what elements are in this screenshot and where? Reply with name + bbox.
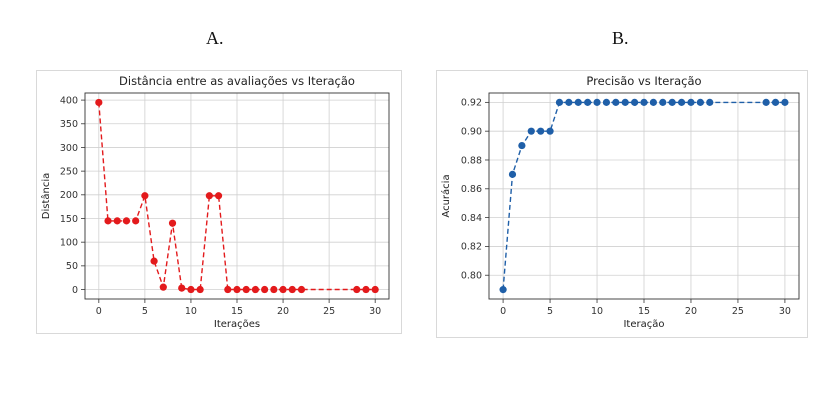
1-data-point bbox=[631, 98, 639, 106]
1-data-point bbox=[546, 127, 554, 135]
1-y-tick-label: 0.80 bbox=[461, 271, 482, 282]
1-data-point bbox=[602, 98, 611, 106]
0-data-point bbox=[233, 285, 241, 294]
1-data-point bbox=[527, 127, 535, 135]
1-data-point bbox=[781, 98, 789, 106]
1-data-point bbox=[649, 98, 657, 106]
1-x-tick-label: 30 bbox=[779, 306, 791, 317]
0-data-point bbox=[251, 285, 260, 294]
0-data-point bbox=[205, 192, 213, 200]
0-x-axis-label: Iterações bbox=[214, 319, 260, 330]
1-y-axis-label: Acurácia bbox=[440, 174, 452, 217]
1-data-point bbox=[640, 98, 648, 106]
0-y-tick-label: 350 bbox=[60, 119, 78, 130]
1-x-tick-label: 25 bbox=[732, 306, 744, 317]
0-data-point bbox=[353, 285, 361, 294]
0-data-point bbox=[214, 192, 223, 200]
1-data-point bbox=[593, 98, 601, 106]
1-data-point bbox=[762, 98, 770, 106]
1-data-point bbox=[584, 98, 592, 106]
0-data-point bbox=[104, 217, 112, 225]
0-data-point bbox=[150, 257, 158, 265]
1-data-point bbox=[696, 98, 704, 106]
0-y-tick-label: 250 bbox=[60, 166, 78, 177]
chart-b-figure: Precisão vs Iteração 0 5 10 15 20 25 30 0.80 0.82… bbox=[436, 70, 808, 338]
0-x-tick-label: 30 bbox=[369, 306, 381, 317]
0-y-tick-label: 200 bbox=[60, 190, 78, 201]
0-plot-frame bbox=[84, 92, 390, 300]
1-data-point bbox=[499, 286, 507, 294]
1-plot-frame bbox=[488, 92, 800, 300]
1-x-tick-label: 10 bbox=[591, 306, 603, 317]
1-y-tick-label: 0.82 bbox=[461, 242, 482, 253]
1-data-point bbox=[659, 98, 667, 106]
0-data-point bbox=[288, 285, 296, 294]
0-data-point bbox=[113, 217, 121, 225]
0-data-point bbox=[196, 285, 204, 294]
0-y-tick-label: 150 bbox=[60, 214, 78, 225]
chart-b: Precisão vs Iteração 0 5 10 15 20 25 30 0.80 0.82… bbox=[440, 74, 800, 330]
0-data-point bbox=[132, 217, 140, 225]
chart-a-figure: Distância entre as avaliações vs Iteraçã… bbox=[36, 70, 402, 334]
0-x-tick-label: 25 bbox=[323, 306, 335, 317]
1-data-point bbox=[771, 98, 780, 106]
1-data-point bbox=[574, 98, 582, 106]
1-series-line bbox=[502, 101, 785, 290]
0-data-point bbox=[270, 285, 278, 294]
0-data-point bbox=[159, 283, 167, 291]
0-data-point bbox=[279, 285, 287, 294]
panel-label-a: A. bbox=[206, 28, 224, 48]
1-x-tick-label: 15 bbox=[638, 306, 650, 317]
1-y-tick-label: 0.92 bbox=[461, 98, 482, 109]
0-y-tick-label: 50 bbox=[66, 261, 78, 272]
0-x-tick-label: 10 bbox=[185, 306, 197, 317]
1-x-tick-label: 5 bbox=[547, 306, 553, 317]
0-y-tick-label: 400 bbox=[60, 95, 78, 106]
0-x-tick-label: 15 bbox=[231, 306, 243, 317]
1-data-point bbox=[612, 98, 620, 106]
1-y-tick-label: 0.88 bbox=[461, 155, 482, 166]
0-x-tick-label: 5 bbox=[142, 306, 148, 317]
0-y-axis-label: Distância bbox=[40, 173, 52, 219]
1-data-point bbox=[677, 98, 686, 106]
1-data-point bbox=[508, 170, 517, 178]
0-data-point bbox=[224, 285, 232, 294]
1-data-point bbox=[565, 98, 573, 106]
1-data-point bbox=[687, 98, 695, 106]
panel-label-b: B. bbox=[612, 28, 629, 48]
1-x-tick-label: 0 bbox=[500, 306, 506, 317]
0-data-point bbox=[178, 284, 186, 292]
0-data-point bbox=[297, 285, 306, 294]
0-data-point bbox=[168, 219, 177, 227]
1-title: Precisão vs Iteração bbox=[586, 74, 701, 88]
1-data-point bbox=[537, 127, 545, 135]
1-data-point bbox=[621, 98, 629, 106]
0-data-point bbox=[95, 98, 103, 107]
chart-a: Distância entre as avaliações vs Iteraçã… bbox=[40, 74, 390, 330]
1-data-point bbox=[518, 141, 526, 150]
0-y-tick-label: 100 bbox=[60, 237, 78, 248]
0-data-point bbox=[187, 285, 195, 294]
0-data-point bbox=[141, 192, 149, 200]
1-y-tick-label: 0.84 bbox=[461, 213, 482, 224]
0-x-tick-label: 20 bbox=[277, 306, 289, 317]
1-x-axis-label: Iteração bbox=[623, 319, 664, 330]
1-data-point bbox=[706, 98, 714, 106]
0-data-point bbox=[261, 285, 269, 294]
0-data-point bbox=[242, 285, 250, 294]
0-data-point bbox=[362, 285, 370, 294]
1-y-tick-label: 0.90 bbox=[461, 126, 482, 137]
0-title: Distância entre as avaliações vs Iteraçã… bbox=[119, 74, 355, 88]
1-data-point bbox=[555, 98, 564, 106]
0-y-tick-label: 300 bbox=[60, 143, 78, 154]
0-y-tick-label: 0 bbox=[72, 285, 78, 296]
1-y-tick-label: 0.86 bbox=[461, 184, 482, 195]
0-x-tick-label: 0 bbox=[96, 306, 102, 317]
0-data-point bbox=[122, 217, 131, 225]
1-x-tick-label: 20 bbox=[685, 306, 697, 317]
1-data-point bbox=[668, 98, 676, 106]
0-data-point bbox=[371, 285, 379, 294]
